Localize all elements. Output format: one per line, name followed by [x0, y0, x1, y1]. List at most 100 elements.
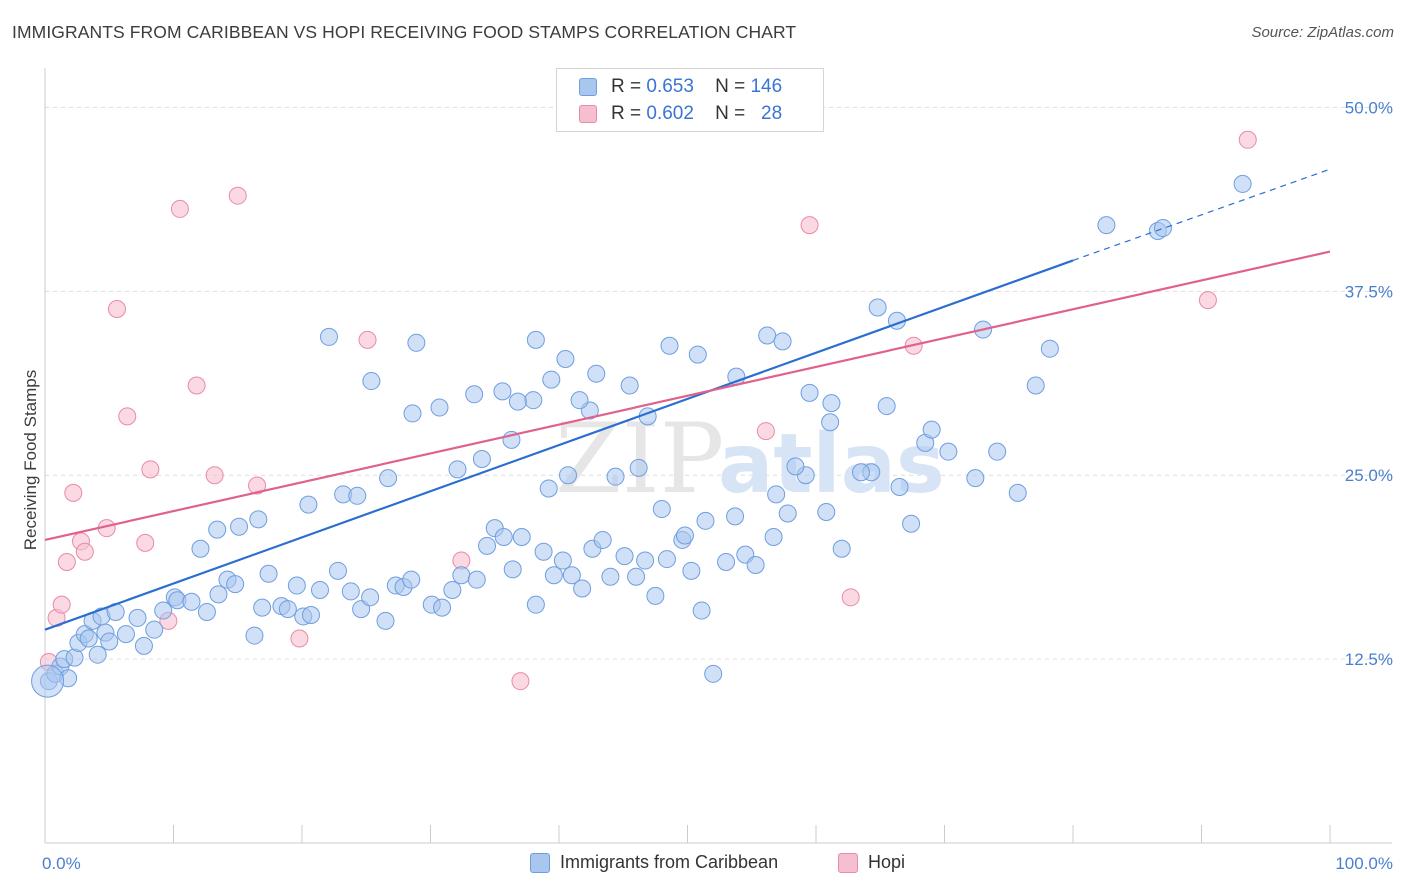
caribbean-point: [553, 551, 572, 570]
caribbean-point: [988, 442, 1007, 461]
trend-lines: [44, 168, 1331, 631]
caribbean-point: [868, 298, 887, 317]
caribbean-point: [1026, 376, 1045, 395]
hopi-point: [800, 216, 819, 235]
n-label: N =: [715, 76, 746, 97]
caribbean-point: [877, 397, 896, 416]
hopi-point: [205, 466, 224, 485]
caribbean-point: [472, 450, 491, 469]
bottom-legend-hopi: Hopi: [838, 852, 905, 873]
caribbean-point: [328, 561, 347, 580]
correlation-legend: R = 0.653 N = 146 R = 0.602 N = 28: [556, 68, 824, 132]
r-value: 0.602: [646, 103, 694, 124]
caribbean-point: [570, 391, 589, 410]
hopi-point: [248, 476, 267, 495]
caribbean-point: [493, 382, 512, 401]
caribbean-point: [299, 495, 318, 514]
caribbean-point: [230, 517, 249, 536]
caribbean-point: [726, 507, 745, 526]
n-value: 28: [761, 103, 783, 124]
caribbean-point: [704, 664, 723, 683]
caribbean-point: [821, 413, 840, 432]
caribbean-point: [128, 608, 147, 627]
caribbean-point: [758, 326, 777, 345]
y-tick-label: 37.5%: [1345, 282, 1393, 301]
hopi-trend-line: [44, 250, 1331, 542]
y-tick-label: 12.5%: [1345, 650, 1393, 669]
x-tick-labels: 0.0% 100.0%: [42, 854, 1393, 873]
caribbean-point: [116, 625, 135, 644]
caribbean-point: [544, 566, 563, 585]
caribbean-point: [902, 514, 921, 533]
caribbean-point: [615, 547, 634, 566]
caribbean-point: [542, 370, 561, 389]
caribbean-point: [675, 526, 694, 545]
caribbean-point: [832, 539, 851, 558]
caribbean-point: [717, 553, 736, 572]
caribbean-point: [253, 598, 272, 617]
caribbean-point: [606, 467, 625, 486]
caribbean-point: [524, 391, 543, 410]
caribbean-trend-line: [44, 259, 1074, 631]
caribbean-point: [134, 636, 153, 655]
series-label: Immigrants from Caribbean: [560, 852, 779, 872]
caribbean-point: [79, 629, 98, 648]
hopi-point: [107, 299, 126, 318]
caribbean-point: [512, 528, 531, 546]
hopi-point: [187, 376, 206, 395]
hopi-point: [290, 629, 309, 648]
caribbean-point: [558, 466, 577, 485]
hopi-point: [841, 588, 860, 607]
caribbean-point: [430, 398, 449, 417]
caribbean-point: [786, 457, 805, 476]
caribbean-point: [503, 560, 522, 579]
hopi-point: [75, 542, 94, 561]
caribbean-point: [100, 632, 119, 651]
caribbean-point: [154, 601, 173, 620]
caribbean-point: [362, 372, 381, 391]
caribbean-point: [682, 561, 701, 580]
caribbean-point: [1040, 339, 1059, 358]
caribbean-point: [773, 332, 792, 351]
blue-swatch-icon: [579, 78, 597, 96]
legend-row-caribbean: R = 0.653 N = 146: [579, 75, 782, 99]
caribbean-point: [403, 404, 422, 423]
caribbean-point: [692, 601, 711, 620]
caribbean-point: [287, 576, 306, 595]
caribbean-point: [657, 550, 676, 569]
caribbean-point: [688, 345, 707, 364]
caribbean-point: [539, 479, 558, 498]
caribbean-point: [182, 592, 201, 611]
caribbean-point: [379, 469, 398, 488]
caribbean-point: [65, 648, 84, 667]
caribbean-point: [278, 600, 297, 619]
caribbean-point: [939, 442, 958, 461]
caribbean-point: [452, 566, 471, 585]
caribbean-point: [433, 598, 452, 617]
caribbean-point: [402, 570, 421, 589]
caribbean-point: [1097, 216, 1116, 235]
caribbean-point: [341, 582, 360, 601]
chart-title: IMMIGRANTS FROM CARIBBEAN VS HOPI RECEIV…: [12, 22, 797, 42]
caribbean-point: [851, 463, 870, 482]
caribbean-point: [593, 530, 612, 549]
hopi-point: [136, 533, 155, 552]
gridlines: [45, 106, 1392, 660]
y-axis-label: Receiving Food Stamps: [21, 370, 40, 550]
caribbean-point: [1233, 174, 1252, 193]
caribbean-point: [627, 567, 646, 586]
hopi-point: [511, 672, 530, 691]
caribbean-point: [822, 394, 841, 413]
hopi-point: [1198, 291, 1217, 310]
hopi-point: [358, 330, 377, 349]
caribbean-point: [746, 555, 765, 574]
caribbean-point: [319, 327, 338, 346]
pink-swatch-icon: [579, 105, 597, 123]
caribbean-point: [145, 620, 164, 639]
caribbean-point: [249, 510, 268, 529]
caribbean-point: [467, 570, 486, 589]
r-label: R =: [611, 103, 642, 124]
caribbean-point: [601, 567, 620, 586]
caribbean-point: [660, 336, 679, 355]
